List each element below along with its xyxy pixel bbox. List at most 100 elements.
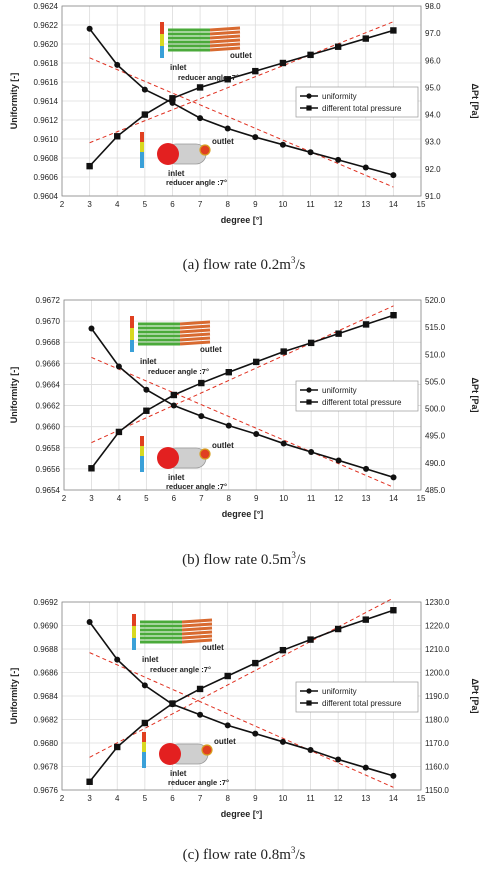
outlet-label: outlet (212, 441, 234, 450)
data-point (224, 722, 231, 729)
y-right-tick-label: 520.0 (425, 296, 446, 305)
streamline (209, 38, 241, 44)
streamline (181, 638, 213, 644)
data-point (307, 339, 315, 347)
figure-caption: (c) flow rate 0.8m3/s (0, 845, 488, 864)
y-right-tick-label: 95.0 (425, 83, 441, 92)
legend-marker-circle (306, 387, 312, 393)
streamline (209, 26, 241, 32)
streamline (209, 34, 241, 40)
data-point (252, 67, 259, 75)
legend: uniformity different total pressure (295, 380, 419, 412)
legend-label: uniformity (322, 92, 357, 101)
trend-line (91, 356, 394, 488)
y-left-tick-label: 0.9670 (36, 317, 61, 326)
colorbar (160, 34, 164, 46)
chart-svg: 2 3 4 5 6 7 8 9 10 11 12 13 14 15 0.9676 0.9678 0.9680 0.… (9, 597, 480, 819)
y-left-tick-label: 0.9606 (34, 173, 59, 182)
x-tick-label: 4 (115, 794, 120, 803)
data-point (197, 711, 204, 718)
legend-box (295, 380, 419, 412)
x-tick-label: 8 (225, 794, 230, 803)
reducer-angle-label: reducer angle :7° (168, 778, 229, 787)
data-point (253, 431, 260, 438)
inlet-label: inlet (168, 169, 185, 178)
outlet-label: outlet (214, 737, 236, 746)
data-point (279, 646, 287, 654)
y-left-tick-label: 0.9664 (36, 380, 61, 389)
pipe-inlet-face (157, 447, 179, 469)
data-point (197, 115, 204, 122)
colorbar (132, 626, 136, 638)
caption-prefix: (b) flow rate 0.5m (182, 552, 292, 568)
caption-superscript: 3 (291, 550, 296, 560)
data-point (141, 719, 149, 727)
pipe-outlet-face (201, 744, 213, 756)
data-point (363, 465, 370, 472)
data-point (390, 27, 397, 34)
legend-marker-square (306, 105, 312, 111)
data-point (86, 162, 93, 170)
data-point (252, 659, 259, 667)
chart-svg: 2 3 4 5 6 7 8 9 10 11 12 13 14 15 0.9604 0.9606 0.9608 0.… (9, 2, 480, 225)
legend-label: different total pressure (322, 398, 402, 407)
inset-total-pressure: inlet outlet reducer angle :7° (142, 732, 236, 787)
y-right-tick-label: 490.0 (425, 459, 446, 468)
data-point (362, 764, 369, 771)
y-right-axis-label: ΔPt [Pa] (470, 679, 480, 714)
data-point (279, 738, 286, 745)
inset-velocity-streamlines: inlet outlet reducer angle :7° (160, 22, 252, 82)
x-tick-label: 13 (361, 200, 370, 209)
pipe-inlet-face (157, 143, 179, 165)
colorbar (140, 132, 144, 142)
x-tick-label: 11 (307, 494, 316, 503)
x-tick-label: 4 (115, 200, 120, 209)
streamline (179, 328, 211, 334)
trend-line (91, 305, 394, 444)
chart-panel: 2 3 4 5 6 7 8 9 10 11 12 13 14 15 0.9654 0.9656 0.9658 0.… (0, 296, 488, 532)
data-point (114, 61, 121, 68)
y-left-axis-label: Uniformity [-] (9, 73, 19, 130)
data-point (114, 133, 121, 140)
data-point (307, 636, 314, 643)
x-tick-label: 8 (227, 494, 232, 503)
data-point (335, 330, 342, 337)
y-right-axis-label: ΔPt [Pa] (470, 378, 480, 413)
legend-marker-circle (306, 688, 312, 694)
trend-line (89, 21, 394, 144)
y-left-tick-label: 0.9682 (34, 716, 59, 725)
y-left-tick-label: 0.9612 (34, 116, 59, 125)
plot-frame (61, 5, 422, 197)
y-left-tick-label: 0.9614 (34, 97, 59, 106)
y-right-tick-label: 91.0 (425, 192, 441, 201)
data-point (390, 772, 397, 779)
reducer-angle-label: reducer angle :7° (166, 178, 227, 187)
caption-suffix: /s (295, 257, 306, 273)
x-tick-label: 7 (198, 200, 203, 209)
x-tick-label: 10 (279, 494, 288, 503)
data-point (390, 312, 397, 319)
y-left-tick-label: 0.9662 (36, 402, 61, 411)
data-point (362, 164, 369, 171)
data-point (114, 743, 121, 751)
y-right-tick-label: 1210.0 (425, 645, 450, 654)
y-right-tick-label: 515.0 (425, 323, 446, 332)
outlet-label: outlet (202, 643, 224, 652)
y-right-tick-label: 510.0 (425, 350, 446, 359)
caption-superscript: 3 (290, 845, 296, 855)
data-point (362, 321, 370, 328)
data-point (307, 747, 314, 754)
data-point (170, 402, 177, 409)
reducer-angle-label: reducer angle :7° (150, 665, 211, 674)
y-right-tick-label: 1220.0 (425, 622, 450, 631)
y-right-tick-label: 97.0 (425, 29, 441, 38)
x-tick-label: 8 (225, 200, 230, 209)
legend: uniformity different total pressure (295, 681, 419, 713)
trend-line (89, 57, 394, 188)
legend-marker-square (306, 399, 312, 405)
inlet-label: inlet (140, 357, 157, 366)
data-point (86, 618, 93, 625)
x-axis-label: degree [°] (222, 509, 264, 519)
x-tick-label: 5 (143, 794, 148, 803)
chart-svg: 2 3 4 5 6 7 8 9 10 11 12 13 14 15 0.9654 0.9656 0.9658 0.… (9, 296, 480, 519)
